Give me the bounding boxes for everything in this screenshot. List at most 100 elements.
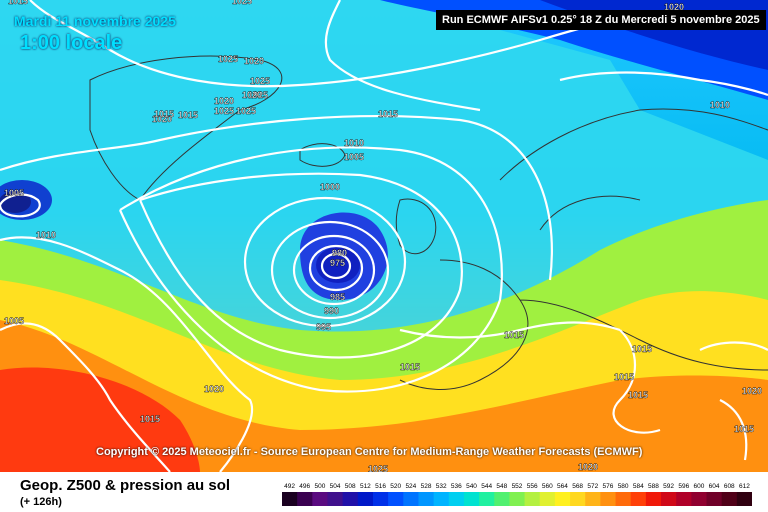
isobar — [559, 71, 768, 97]
isobar-label: 1005 — [344, 152, 364, 162]
isobar-label: 1010 — [344, 138, 364, 148]
isobar-label: 1005 — [4, 316, 24, 326]
isobar — [0, 114, 553, 281]
color-scale-label: 508 — [345, 483, 356, 490]
isobar-label: 1015 — [140, 414, 160, 424]
isobar — [612, 329, 661, 434]
color-scale-label: 596 — [678, 483, 689, 490]
local-time: 1:00 locale — [20, 32, 123, 54]
color-scale-label: 556 — [527, 483, 538, 490]
color-scale: 492 496 500 504 508 512 516 520 524 528 532 536 540 5… — [282, 483, 752, 506]
isobar — [29, 0, 641, 88]
isobar — [308, 244, 364, 292]
isobar-label: 1015 — [614, 372, 634, 382]
isobar — [399, 321, 621, 339]
copyright-notice: Copyright © 2025 Meteociel.fr - Source E… — [96, 446, 643, 458]
color-scale-swatch — [706, 492, 723, 506]
coastline-scandinavia — [499, 108, 768, 231]
isobar-label: 1015 — [178, 110, 198, 120]
color-scale-label: 552 — [512, 483, 523, 490]
isobar — [292, 234, 376, 306]
lead-time: (+ 126h) — [20, 496, 62, 508]
color-scale-swatch — [539, 492, 556, 506]
color-scale-swatch — [494, 492, 510, 506]
coastline-greenland — [89, 55, 283, 201]
color-scale-swatch — [433, 492, 450, 506]
isobar-label: 1015 — [400, 362, 420, 372]
color-scale-swatch — [312, 492, 328, 506]
chart-title: Geop. Z500 & pression au sol — [20, 477, 231, 494]
color-scale-label: 520 — [390, 483, 401, 490]
isobar — [0, 193, 41, 218]
coastline-iceland — [299, 143, 346, 167]
isobar-label: 1020 — [244, 56, 264, 66]
color-scale-label: 604 — [709, 483, 720, 490]
isobar-label: 1010 — [36, 230, 56, 240]
isobar-label: 1000 — [320, 182, 340, 192]
geopotential-band-580 — [0, 320, 768, 472]
isobar-label: 1025 — [218, 54, 238, 64]
isobar-label: 995 — [316, 322, 331, 332]
isobar-label: 1015 — [154, 109, 174, 119]
isobar-label: 1025 — [232, 0, 252, 6]
color-scale-label: 512 — [360, 483, 371, 490]
color-scale-swatch — [615, 492, 632, 506]
color-scale-swatch — [600, 492, 617, 506]
color-scale-label: 540 — [466, 483, 477, 490]
color-scale-label: 580 — [618, 483, 629, 490]
isobar — [0, 236, 253, 472]
color-scale-label: 576 — [603, 483, 614, 490]
geopotential-band-592 — [0, 367, 200, 472]
color-scale-swatch — [297, 492, 313, 506]
color-scale-label: 504 — [330, 483, 341, 490]
color-scale-label: 592 — [663, 483, 674, 490]
isobar-label: 980 — [332, 248, 347, 258]
color-scale-label: 492 — [284, 483, 295, 490]
color-scale-label: 516 — [375, 483, 386, 490]
isobar-label: 1015 — [504, 330, 524, 340]
legend-footer: Geop. Z500 & pression au sol (+ 126h) 49… — [0, 472, 768, 512]
color-scale-swatch — [372, 492, 389, 506]
color-scale-label: 532 — [436, 483, 447, 490]
color-scale-label: 564 — [557, 483, 568, 490]
isobar-label: 1015 — [632, 344, 652, 354]
isobar-label: 1015 — [628, 390, 648, 400]
isobar-label: 1005 — [4, 188, 24, 198]
isobar-label: 1020 — [242, 90, 262, 100]
isobar-label: 1025 — [368, 464, 388, 472]
color-scale-swatch — [630, 492, 647, 506]
color-scale-swatch — [736, 492, 752, 506]
color-scale-swatch — [282, 492, 298, 506]
color-scale-swatch — [509, 492, 526, 506]
color-scale-label: 608 — [724, 483, 735, 490]
isobar-label: 1020 — [152, 114, 172, 124]
isobar-label: 1015 — [8, 0, 28, 6]
color-scale-swatch — [448, 492, 465, 506]
color-scale-swatch — [645, 492, 662, 506]
color-scale-swatch — [463, 492, 480, 506]
isobar — [699, 341, 768, 351]
coastline-western-europe — [399, 259, 768, 390]
color-scale-label: 584 — [633, 483, 644, 490]
isobar-label: 1020 — [664, 2, 684, 12]
color-scale-swatch — [342, 492, 359, 506]
isobar — [243, 196, 407, 328]
color-scale-swatch — [388, 492, 404, 506]
color-scale-label: 568 — [572, 483, 583, 490]
isobar-label: 1025 — [250, 76, 270, 86]
color-scale-label: 560 — [542, 483, 553, 490]
color-scale-label: 548 — [496, 483, 507, 490]
forecast-date: Mardi 11 novembre 2025 — [14, 13, 176, 29]
color-scale-swatch — [721, 492, 738, 506]
color-scale-swatch — [661, 492, 677, 506]
color-scale-label: 600 — [694, 483, 705, 490]
isobar-label: 1015 — [378, 109, 398, 119]
color-scale-swatch — [357, 492, 374, 506]
isobar-label: 1020 — [204, 384, 224, 394]
color-scale-label: 496 — [299, 483, 310, 490]
color-scale-swatch — [570, 492, 586, 506]
isobar — [324, 0, 481, 112]
isobar — [320, 252, 352, 280]
